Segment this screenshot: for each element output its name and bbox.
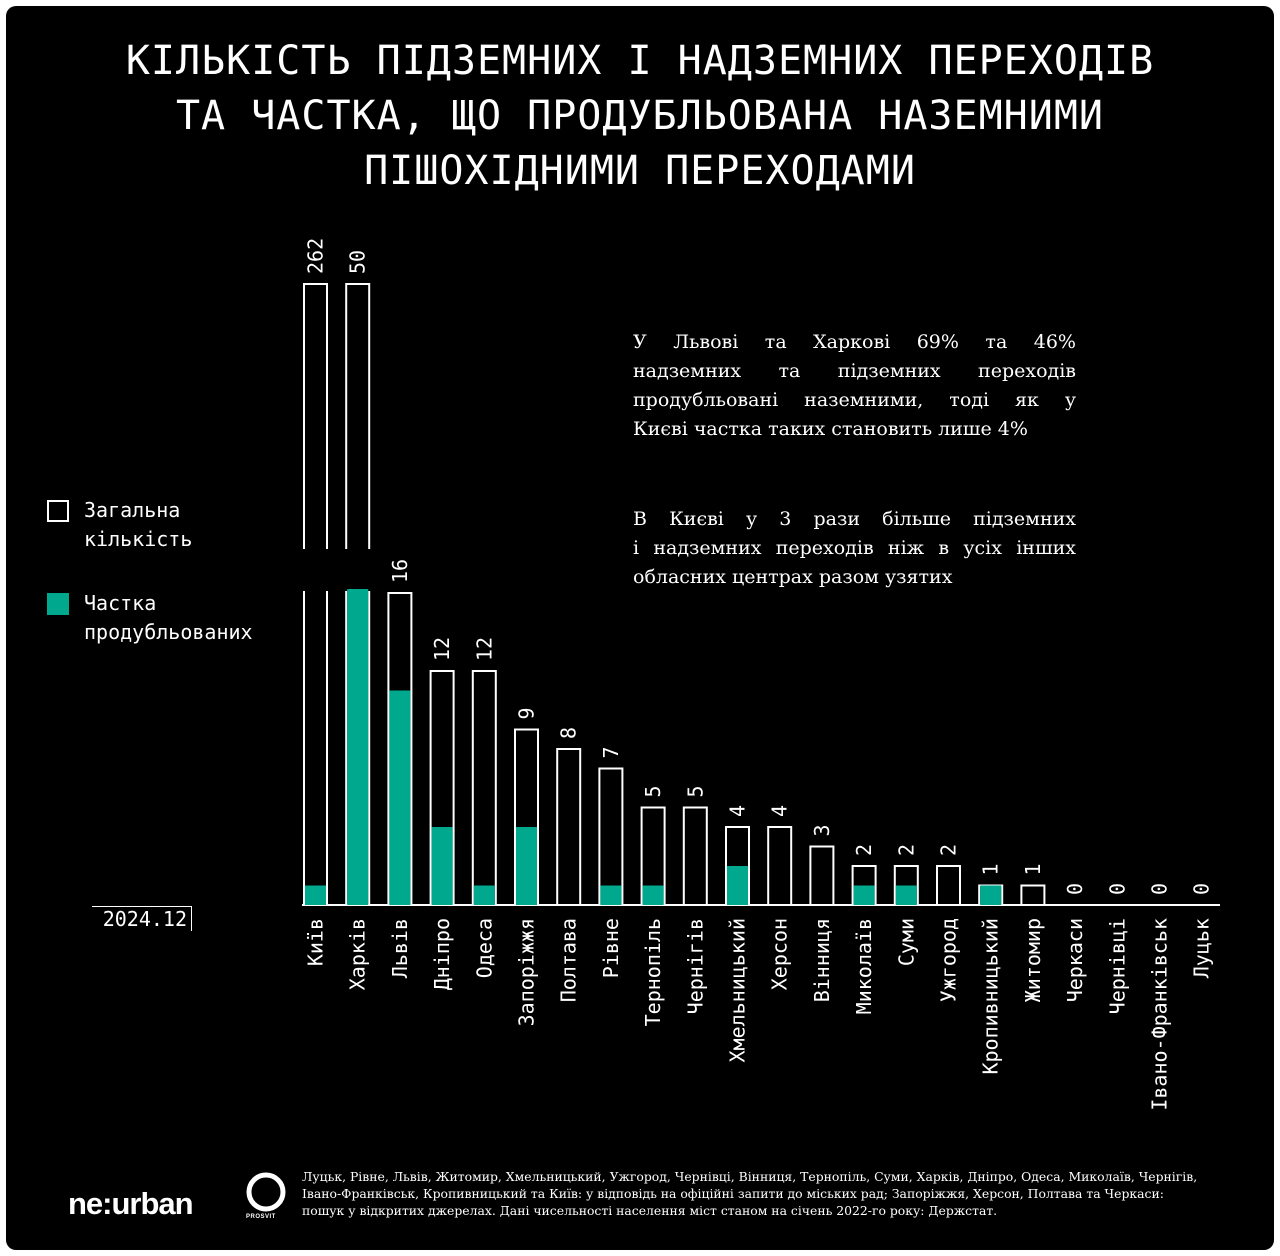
value-label: 4 bbox=[726, 805, 750, 817]
value-label: 1 bbox=[979, 863, 1003, 875]
prosvit-logo-icon bbox=[246, 1172, 286, 1212]
bar-share bbox=[516, 827, 537, 905]
value-label: 5 bbox=[683, 785, 707, 797]
bar-share bbox=[347, 589, 369, 905]
value-label: 8 bbox=[557, 727, 581, 739]
bar-share bbox=[431, 827, 453, 905]
value-label: 1 bbox=[1021, 863, 1045, 875]
bar-total bbox=[598, 767, 624, 906]
bar-total bbox=[682, 806, 708, 906]
category-label: Харків bbox=[346, 918, 370, 990]
value-label: 5 bbox=[641, 785, 665, 797]
value-label: 2 bbox=[937, 844, 961, 856]
value-label: 9 bbox=[515, 707, 539, 719]
note-kyiv-comparison: В Києві у 3 рази більше підземних і надз… bbox=[633, 508, 1076, 588]
value-label: 2 bbox=[894, 844, 918, 856]
category-label: Черкаси bbox=[1063, 918, 1087, 1002]
category-label: Львів bbox=[388, 918, 412, 978]
value-label: 0 bbox=[1105, 883, 1129, 895]
bar-total-lower bbox=[303, 591, 328, 906]
neurban-logo: ne:urban bbox=[68, 1186, 194, 1221]
bar-share bbox=[980, 885, 1002, 905]
category-label: Рівне bbox=[599, 918, 623, 978]
bar-share bbox=[853, 885, 875, 905]
category-label: Ужгород bbox=[937, 918, 961, 1002]
category-label: Івано-Франківськ bbox=[1148, 918, 1172, 1111]
value-label: 12 bbox=[430, 637, 454, 661]
source-note: Луцьк, Рівне, Львів, Житомир, Хмельницьк… bbox=[302, 1169, 1198, 1218]
bar-share bbox=[389, 690, 411, 905]
category-label: Одеса bbox=[472, 918, 496, 978]
bar-total bbox=[809, 845, 835, 906]
value-label: 50 bbox=[346, 250, 370, 274]
category-label: Полтава bbox=[557, 918, 581, 1002]
value-label: 0 bbox=[1148, 883, 1172, 895]
value-label: 2 bbox=[852, 844, 876, 856]
category-label: Миколаїв bbox=[852, 918, 876, 1014]
bar-total bbox=[936, 865, 961, 906]
value-label: 7 bbox=[599, 746, 623, 758]
category-label: Луцьк bbox=[1190, 918, 1214, 978]
category-label: Чернігів bbox=[683, 918, 707, 1014]
bar-total-upper bbox=[345, 283, 371, 549]
category-label: Хмельницький bbox=[726, 918, 750, 1063]
category-label: Вінниця bbox=[810, 918, 834, 1002]
bar-total bbox=[767, 826, 793, 906]
category-label: Тернопіль bbox=[641, 918, 665, 1026]
bar-share bbox=[727, 866, 748, 905]
value-label: 0 bbox=[1190, 883, 1214, 895]
title-line-3: ПІШОХІДНИМИ ПЕРЕХОДАМИ bbox=[364, 148, 916, 194]
date-label: 2024.12 bbox=[92, 906, 192, 931]
value-label: 12 bbox=[472, 637, 496, 661]
note-lviv-kharkiv: У Львові та Харкові 69% та 46% надземних… bbox=[633, 331, 1076, 440]
value-label: 4 bbox=[768, 805, 792, 817]
bar-total-upper bbox=[303, 283, 328, 549]
bar-total bbox=[1020, 884, 1046, 906]
value-label: 3 bbox=[810, 824, 834, 836]
legend-label-total: Загальна кількість bbox=[84, 498, 193, 551]
title-line-2: ТА ЧАСТКА, ЩО ПРОДУБЛЬОВАНА НАЗЕМНИМИ bbox=[175, 93, 1105, 139]
chart-title: КІЛЬКІСТЬ ПІДЗЕМНИХ І НАДЗЕМНИХ ПЕРЕХОДІ… bbox=[0, 34, 1280, 199]
bar-share bbox=[642, 885, 664, 905]
bar-share bbox=[305, 885, 326, 905]
bar-total bbox=[471, 670, 497, 906]
value-label: 16 bbox=[388, 559, 412, 583]
category-label: Житомир bbox=[1021, 918, 1045, 1002]
bar-share bbox=[895, 885, 917, 905]
legend-swatch-total bbox=[47, 500, 69, 522]
category-label: Запоріжжя bbox=[515, 918, 539, 1026]
category-label: Чернівці bbox=[1105, 918, 1129, 1014]
prosvit-logo-text: PROSVIT bbox=[246, 1214, 276, 1220]
legend-label-share: Частка продубльованих bbox=[84, 591, 253, 644]
category-label: Київ bbox=[304, 918, 328, 966]
category-label: Дніпро bbox=[430, 918, 454, 990]
bar-total bbox=[556, 748, 582, 906]
bar-share bbox=[600, 885, 622, 905]
infographic-frame bbox=[6, 6, 1274, 1250]
title-line-1: КІЛЬКІСТЬ ПІДЗЕМНИХ І НАДЗЕМНИХ ПЕРЕХОДІ… bbox=[125, 38, 1155, 84]
category-label: Суми bbox=[894, 918, 918, 966]
bar-share bbox=[473, 885, 495, 905]
category-label: Кропивницький bbox=[979, 918, 1003, 1075]
value-label: 0 bbox=[1063, 883, 1087, 895]
category-label: Херсон bbox=[768, 918, 792, 990]
value-label: 262 bbox=[304, 238, 328, 274]
legend-swatch-share bbox=[47, 593, 69, 615]
